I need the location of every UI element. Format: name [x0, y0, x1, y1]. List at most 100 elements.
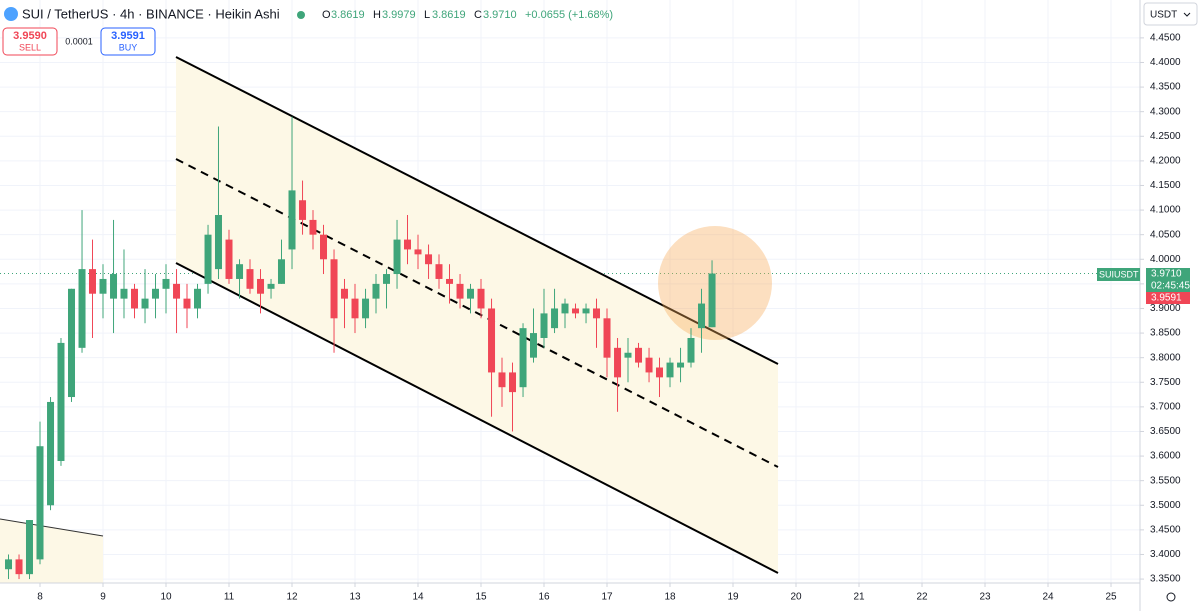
candle-body — [708, 273, 716, 328]
candle-body — [15, 559, 23, 575]
sell-label[interactable]: SELL — [19, 42, 41, 52]
candle-body — [677, 362, 685, 368]
candle-body — [383, 274, 391, 284]
candle-body — [68, 288, 76, 398]
candle-body — [214, 214, 222, 270]
dropdown-arrow[interactable] — [1183, 12, 1191, 17]
candle-body — [194, 288, 202, 309]
symbol-tag-label: SUIUSDT — [1099, 269, 1139, 279]
settings-icon[interactable] — [1166, 592, 1176, 602]
y-tick-label: 3.4000 — [1150, 549, 1181, 560]
candle-body — [267, 283, 275, 289]
candle-body — [204, 234, 212, 284]
candle-body — [582, 308, 590, 314]
x-tick-label: 20 — [790, 592, 802, 603]
currency[interactable]: USDT — [1150, 10, 1177, 21]
candle-body — [456, 283, 464, 299]
candle-body — [655, 367, 663, 378]
x-tick-label: 18 — [664, 592, 676, 603]
candle-body — [414, 249, 422, 255]
candle-body — [624, 352, 632, 358]
y-tick-label: 4.3500 — [1150, 82, 1181, 93]
candle-body — [5, 559, 13, 570]
candle-body — [362, 298, 370, 319]
channel-fill — [176, 57, 778, 573]
y-tick-label: 3.9000 — [1150, 303, 1181, 314]
y-tick-label: 3.5500 — [1150, 475, 1181, 486]
y-tick-label: 3.7500 — [1150, 377, 1181, 388]
candle-body — [309, 219, 317, 235]
sell-box[interactable] — [2, 27, 58, 56]
candle-body — [320, 234, 328, 260]
y-tick-label: 3.8500 — [1150, 328, 1181, 339]
candle-body — [47, 401, 55, 506]
candle-body — [351, 298, 359, 319]
currency-box[interactable] — [1143, 2, 1198, 26]
candle-body — [572, 308, 580, 314]
x-tick-label: 22 — [916, 592, 928, 603]
buy-box[interactable] — [100, 27, 156, 56]
y-tick-label: 4.0000 — [1150, 254, 1181, 265]
candles — [5, 116, 716, 580]
y-tick-label: 4.2000 — [1150, 156, 1181, 167]
old-channel-fill — [0, 519, 103, 583]
candle-body — [519, 328, 527, 388]
candle-body — [446, 278, 454, 284]
candle-body — [120, 288, 128, 299]
candle-body — [162, 278, 170, 289]
market-status — [297, 11, 305, 19]
axes: 3.3500 3.4000 3.4500 3.5000 3.5500 3.6000 3.65… — [37, 33, 1181, 603]
y-tick-label: 4.0500 — [1150, 229, 1181, 240]
candle-body — [288, 190, 296, 250]
candle-body — [698, 303, 706, 329]
x-tick-label: 15 — [475, 592, 487, 603]
candle-body — [330, 259, 338, 319]
candle-body — [645, 357, 653, 373]
x-tick-label: 19 — [727, 592, 739, 603]
ohlc-value: 3.9710 — [483, 9, 517, 21]
candle-body — [236, 264, 244, 279]
candle-body — [466, 288, 474, 299]
candle-body — [277, 259, 285, 284]
sell-price[interactable]: 3.9590 — [13, 30, 47, 42]
bid-tag — [1146, 292, 1190, 304]
y-tick-label: 3.8000 — [1150, 352, 1181, 363]
x-tick-label: 16 — [538, 592, 550, 603]
ohlc-value: 3.8619 — [432, 9, 466, 21]
y-tick-label: 4.3000 — [1150, 106, 1181, 117]
y-tick-label: 3.7000 — [1150, 402, 1181, 413]
candle-body — [425, 254, 433, 265]
ohlc-value: 3.8619 — [331, 9, 365, 21]
candle-body — [257, 278, 265, 294]
candle-body — [529, 333, 537, 358]
candle-body — [99, 278, 107, 294]
channel-lower — [175, 262, 779, 574]
sell-button[interactable]: 3.9590 SELL — [2, 27, 58, 56]
candle-body — [614, 347, 622, 378]
x-tick-label: 24 — [1042, 592, 1054, 603]
x-tick-label: 10 — [160, 592, 172, 603]
old-trendline — [0, 518, 104, 537]
candle-body — [183, 298, 191, 309]
buy-button[interactable]: 3.9591 BUY — [100, 27, 156, 56]
currency-button[interactable]: USDT — [1143, 2, 1198, 26]
last-price-tag — [1146, 268, 1190, 292]
candle-body — [25, 520, 33, 575]
x-tick-label: 8 — [37, 592, 43, 603]
symbol-title: SUI / TetherUS · 4h · BINANCE · Heikin A… — [22, 6, 280, 21]
buy-label[interactable]: BUY — [119, 42, 138, 52]
y-tick-label: 4.1000 — [1150, 205, 1181, 216]
x-tick-label: 17 — [601, 592, 613, 603]
y-tick-label: 4.1500 — [1150, 180, 1181, 191]
candle-body — [477, 288, 485, 309]
buy-price[interactable]: 3.9591 — [111, 30, 145, 42]
y-tick-label: 3.6500 — [1150, 426, 1181, 437]
channel-mid — [175, 158, 779, 468]
y-tick-label: 4.4500 — [1150, 33, 1181, 44]
candle-body — [551, 308, 559, 329]
spread: 0.0001 — [65, 36, 93, 46]
bid-price: 3.9591 — [1151, 293, 1182, 304]
ohlc-value: 3.9979 — [382, 9, 416, 21]
